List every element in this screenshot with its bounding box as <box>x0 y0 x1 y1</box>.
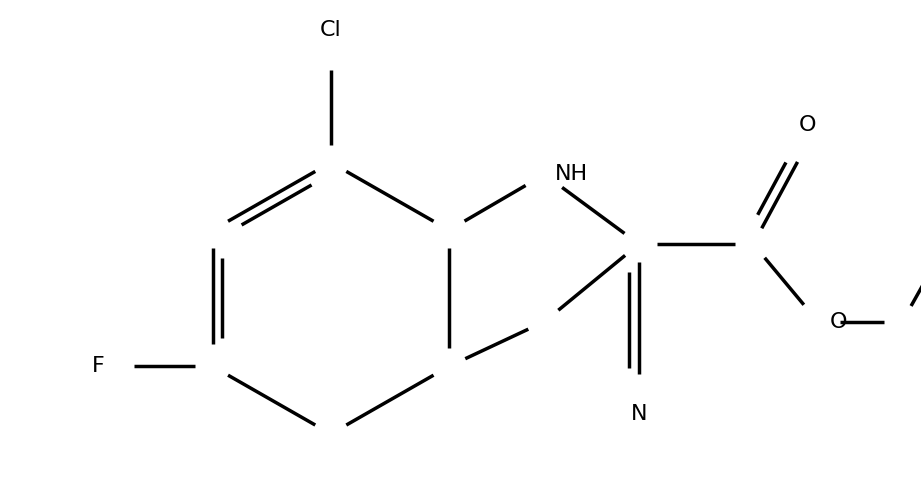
Text: Cl: Cl <box>320 20 342 40</box>
Text: O: O <box>830 311 847 332</box>
Text: F: F <box>91 356 104 376</box>
Text: N: N <box>631 404 647 424</box>
Text: O: O <box>799 115 817 135</box>
Text: NH: NH <box>554 164 588 184</box>
